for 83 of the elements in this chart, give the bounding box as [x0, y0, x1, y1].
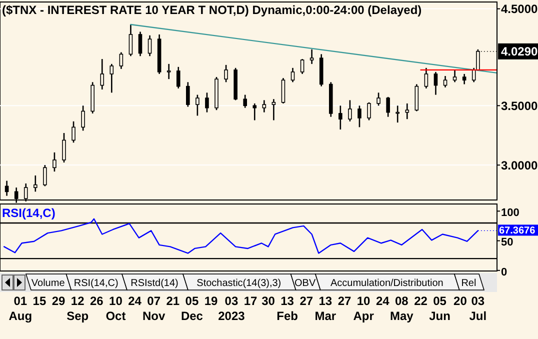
candlestick [452, 69, 457, 83]
text: Accumulation/Distribution [330, 278, 444, 289]
x-tick-label: 13 Mar [314, 294, 336, 323]
candlestick [252, 102, 257, 121]
candlestick [290, 67, 295, 83]
candlestick [262, 100, 266, 113]
candlestick [376, 92, 380, 106]
x-tick-label: 13 Feb [276, 294, 298, 323]
text: Stochastic(14(3),3) [196, 278, 282, 289]
text: Rel [461, 278, 476, 289]
candlestick [176, 66, 180, 90]
x-tick-label: 10 Apr [353, 294, 374, 323]
y-tick-label: 3.5000 [501, 98, 538, 113]
candlestick [338, 105, 342, 130]
x-tick-label: 05 Dec [180, 294, 204, 323]
candlestick [424, 67, 428, 90]
candlestick [310, 48, 314, 65]
candlestick [138, 31, 142, 57]
x-tick-label: 12 Sep [66, 294, 89, 323]
x-tick-label: 05 Jun [429, 294, 450, 323]
x-tick-label: 29 [52, 294, 66, 308]
x-tick-label: 22 [414, 294, 428, 308]
candlestick [300, 58, 304, 75]
x-tick-label: 20 [454, 294, 468, 308]
candlestick [128, 24, 133, 57]
x-tick-label: 26 [90, 294, 104, 308]
x-tick-label: 24 [128, 294, 142, 308]
x-tick-label: 24 [376, 294, 390, 308]
candlestick [72, 120, 76, 144]
candlestick [243, 94, 247, 109]
candlestick [358, 105, 362, 128]
annotation: 67.3676 [499, 226, 536, 237]
x-tick-label: 03 2023 [218, 294, 246, 323]
candlestick [348, 100, 352, 122]
candlestick [52, 152, 56, 172]
x-tick-label: 01 Aug [8, 294, 32, 323]
candlestick [205, 92, 209, 113]
candlestick [196, 94, 200, 116]
candlestick [414, 84, 419, 112]
chart-title: ($TNX - INTEREST RATE 10 YEAR T NOT,D) Dynamic,0:00-24:00 (Delayed) [2, 3, 422, 17]
candlestick [148, 34, 152, 57]
y-tick-label: 0 [501, 266, 508, 278]
candlestick [119, 52, 124, 70]
x-tick-label: 19 [204, 294, 218, 308]
y-tick-label: 100 [501, 206, 520, 219]
candlestick [462, 73, 466, 85]
x-tick-label: 17 [244, 294, 258, 308]
candlestick [4, 180, 9, 196]
candlestick [443, 75, 448, 88]
candlestick [166, 63, 171, 80]
candlestick [367, 102, 371, 121]
text: RSIstd(14) [130, 278, 178, 289]
candlestick [100, 58, 104, 90]
candlestick [405, 102, 410, 120]
candlestick [81, 105, 85, 132]
candlestick [434, 71, 438, 96]
candlestick [386, 96, 390, 118]
candlestick [186, 82, 190, 108]
x-tick-label: 03 Jul [469, 294, 487, 323]
candlestick [272, 98, 276, 121]
candlestick [224, 64, 228, 83]
series-label: RSI(14,C) [2, 206, 56, 220]
x-tick-label: 15 [32, 294, 46, 308]
x-tick-label: 10 Oct [106, 294, 126, 323]
annotation: 4.0290 [501, 44, 538, 59]
x-tick-label: 27 [338, 294, 352, 308]
candlestick [34, 174, 38, 192]
x-tick-label: 21 [166, 294, 180, 308]
x-tick-label: 27 [300, 294, 314, 308]
candlestick [110, 63, 114, 94]
candlestick [43, 164, 47, 187]
x-tick-label: 30 [262, 294, 276, 308]
text: OBV [294, 278, 316, 289]
y-tick-label: 3.0000 [501, 158, 538, 172]
candlestick [281, 77, 286, 104]
x-tick-label: 07 Nov [142, 294, 166, 323]
y-tick-label: 4.5000 [501, 2, 538, 16]
text: Volume [31, 278, 66, 289]
y-tick-label: 50 [501, 236, 514, 249]
x-tick-label: 08 May [390, 294, 414, 323]
candlestick [62, 132, 66, 164]
candlestick [396, 105, 400, 124]
text: RSI(14,C) [74, 278, 118, 289]
